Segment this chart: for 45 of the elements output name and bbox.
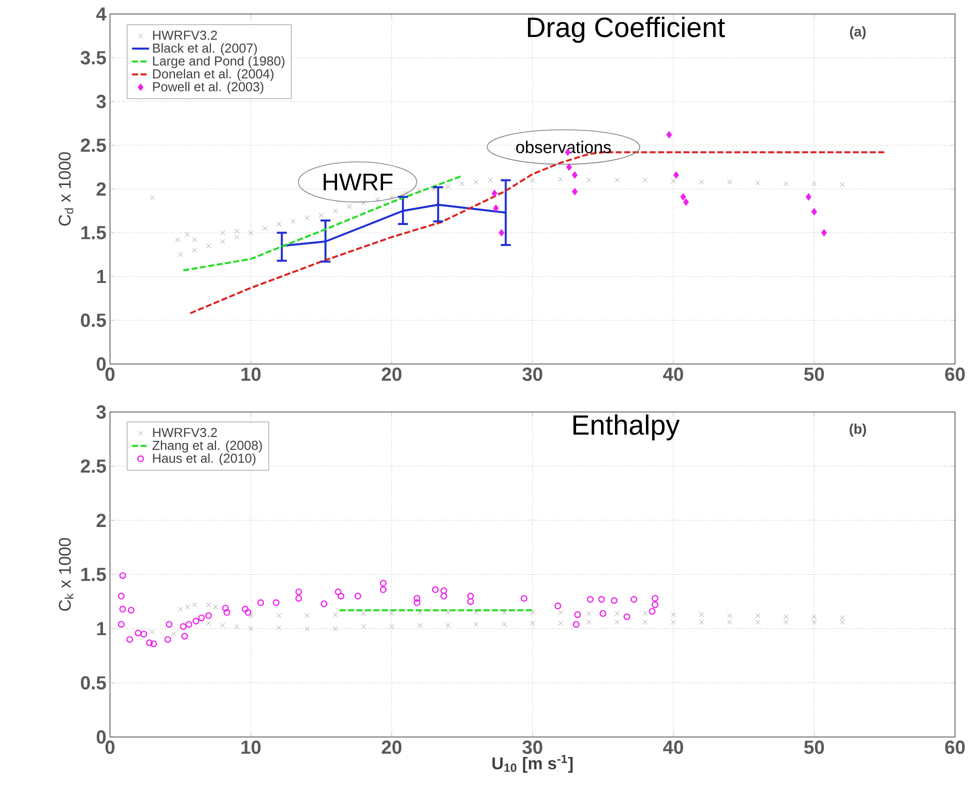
x-axis-title: U$_{10}$ [m s$^{-1}$] [492, 754, 573, 773]
legend-label: Black et al. (2007) [153, 43, 257, 56]
annotation: HWRF [324, 174, 392, 190]
y-tick-label: 2.5 [80, 138, 106, 152]
chart-title: Enthalpy [573, 414, 680, 440]
x-tick-label: 40 [663, 740, 684, 754]
x-tick-label: 50 [804, 368, 824, 381]
y-tick-label: 1.5 [81, 226, 106, 240]
chart-title: Drag Coefficient [528, 16, 725, 43]
legend-label: HWRFV3.2 [153, 428, 217, 438]
x-tick-label: 40 [663, 368, 684, 381]
y-tick-label: 0.5 [80, 676, 106, 690]
legend-label: Donelan et al. (2004) [153, 68, 274, 82]
legend-label: Powell et al. (2003) [153, 82, 264, 94]
y-tick-label: 1 [97, 622, 106, 636]
y-tick-label: 2 [96, 514, 106, 527]
x-tick-label: 30 [522, 368, 542, 381]
x-tick-label: 30 [522, 740, 542, 754]
annotation: observations [516, 140, 611, 154]
y-tick-label: 3 [96, 94, 106, 108]
y-tick-label: 0.5 [80, 314, 106, 327]
x-tick-label: 50 [804, 740, 824, 754]
annotation: (b) [850, 424, 866, 437]
y-tick-label: 3 [96, 405, 106, 419]
legend-label: HWRFV3.2 [153, 30, 217, 40]
x-tick-label: 20 [382, 368, 402, 381]
x-tick-label: 60 [945, 740, 965, 754]
y-tick-label: 0 [96, 730, 106, 744]
x-tick-label: 10 [241, 740, 261, 754]
y-tick-label: 1.5 [81, 568, 106, 582]
y-tick-label: 2 [96, 182, 106, 196]
y-tick-label: 1 [97, 270, 106, 284]
annotation: (a) [850, 26, 866, 40]
y-axis-title: C$_{k}$ x 1000 [58, 538, 74, 611]
x-tick-label: 20 [382, 740, 402, 754]
y-axis-title: C$_{d}$ x 1000 [58, 152, 74, 226]
x-tick-label: 10 [241, 368, 261, 381]
y-tick-label: 4 [96, 7, 106, 20]
y-tick-label: 2.5 [80, 459, 106, 473]
y-tick-label: 3.5 [80, 51, 106, 64]
x-tick-label: 60 [945, 368, 965, 381]
legend-label: Large and Pond (1980) [153, 56, 284, 68]
y-tick-label: 0 [96, 357, 106, 371]
legend-label: Haus et al. (2010) [153, 453, 256, 466]
legend-label: Zhang et al. (2008) [152, 440, 262, 453]
